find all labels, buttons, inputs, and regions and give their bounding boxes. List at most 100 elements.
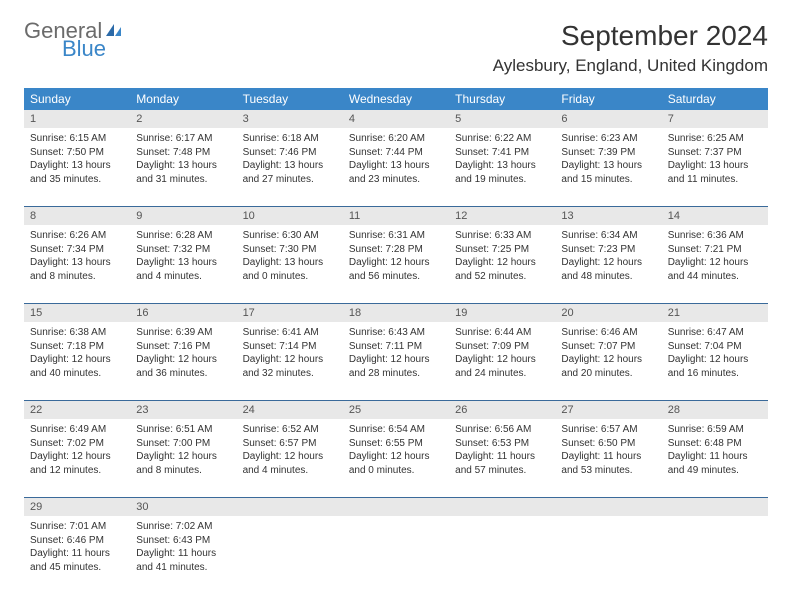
sunrise-text: Sunrise: 7:01 AM: [30, 520, 124, 534]
day-number: 25: [343, 401, 449, 419]
daylight-text: Daylight: 12 hours and 0 minutes.: [349, 450, 443, 477]
day-cell: Sunrise: 6:31 AMSunset: 7:28 PMDaylight:…: [343, 225, 449, 303]
sunset-text: Sunset: 7:16 PM: [136, 340, 230, 354]
day-number: 2: [130, 110, 236, 128]
sunset-text: Sunset: 6:46 PM: [30, 534, 124, 548]
sunset-text: Sunset: 7:46 PM: [243, 146, 337, 160]
day-cell: Sunrise: 6:20 AMSunset: 7:44 PMDaylight:…: [343, 128, 449, 206]
day-number: 5: [449, 110, 555, 128]
daylight-text: Daylight: 11 hours and 45 minutes.: [30, 547, 124, 574]
day-number: 30: [130, 498, 236, 516]
day-details: Sunrise: 6:57 AMSunset: 6:50 PMDaylight:…: [561, 423, 655, 477]
day-number: 9: [130, 207, 236, 225]
sunrise-text: Sunrise: 6:49 AM: [30, 423, 124, 437]
day-details: Sunrise: 6:52 AMSunset: 6:57 PMDaylight:…: [243, 423, 337, 477]
day-details: Sunrise: 6:36 AMSunset: 7:21 PMDaylight:…: [668, 229, 762, 283]
day-details: Sunrise: 6:26 AMSunset: 7:34 PMDaylight:…: [30, 229, 124, 283]
day-cell: Sunrise: 6:51 AMSunset: 7:00 PMDaylight:…: [130, 419, 236, 497]
day-details: Sunrise: 6:54 AMSunset: 6:55 PMDaylight:…: [349, 423, 443, 477]
day-cell: Sunrise: 6:59 AMSunset: 6:48 PMDaylight:…: [662, 419, 768, 497]
day-number: 7: [662, 110, 768, 128]
sunrise-text: Sunrise: 6:43 AM: [349, 326, 443, 340]
day-number: 12: [449, 207, 555, 225]
day-number: 15: [24, 304, 130, 322]
logo-text-blue: Blue: [62, 38, 124, 60]
day-details: Sunrise: 6:28 AMSunset: 7:32 PMDaylight:…: [136, 229, 230, 283]
sunrise-text: Sunrise: 6:23 AM: [561, 132, 655, 146]
daylight-text: Daylight: 11 hours and 49 minutes.: [668, 450, 762, 477]
day-details: Sunrise: 7:02 AMSunset: 6:43 PMDaylight:…: [136, 520, 230, 574]
day-number: 11: [343, 207, 449, 225]
day-number: 14: [662, 207, 768, 225]
weekday-label: Wednesday: [343, 88, 449, 110]
day-cell: Sunrise: 6:15 AMSunset: 7:50 PMDaylight:…: [24, 128, 130, 206]
day-number: [449, 498, 555, 516]
day-details: Sunrise: 6:30 AMSunset: 7:30 PMDaylight:…: [243, 229, 337, 283]
sunrise-text: Sunrise: 6:31 AM: [349, 229, 443, 243]
sunset-text: Sunset: 6:57 PM: [243, 437, 337, 451]
day-number-row: 15161718192021: [24, 304, 768, 322]
day-cell: Sunrise: 6:25 AMSunset: 7:37 PMDaylight:…: [662, 128, 768, 206]
day-cell: Sunrise: 6:33 AMSunset: 7:25 PMDaylight:…: [449, 225, 555, 303]
day-cell: [343, 516, 449, 594]
day-number: [237, 498, 343, 516]
weekday-label: Thursday: [449, 88, 555, 110]
sunset-text: Sunset: 7:39 PM: [561, 146, 655, 160]
daylight-text: Daylight: 12 hours and 48 minutes.: [561, 256, 655, 283]
sunset-text: Sunset: 6:53 PM: [455, 437, 549, 451]
sunrise-text: Sunrise: 6:41 AM: [243, 326, 337, 340]
sunset-text: Sunset: 6:50 PM: [561, 437, 655, 451]
day-cell: Sunrise: 6:46 AMSunset: 7:07 PMDaylight:…: [555, 322, 661, 400]
daylight-text: Daylight: 13 hours and 8 minutes.: [30, 256, 124, 283]
sunrise-text: Sunrise: 6:30 AM: [243, 229, 337, 243]
page-header: General Blue September 2024 Aylesbury, E…: [24, 20, 768, 76]
weekday-label: Tuesday: [237, 88, 343, 110]
day-cell: Sunrise: 6:28 AMSunset: 7:32 PMDaylight:…: [130, 225, 236, 303]
day-details: Sunrise: 6:20 AMSunset: 7:44 PMDaylight:…: [349, 132, 443, 186]
sunrise-text: Sunrise: 6:26 AM: [30, 229, 124, 243]
sunset-text: Sunset: 7:23 PM: [561, 243, 655, 257]
sunrise-text: Sunrise: 6:15 AM: [30, 132, 124, 146]
day-details: Sunrise: 6:22 AMSunset: 7:41 PMDaylight:…: [455, 132, 549, 186]
week-row: Sunrise: 6:49 AMSunset: 7:02 PMDaylight:…: [24, 419, 768, 498]
sunset-text: Sunset: 7:30 PM: [243, 243, 337, 257]
day-cell: Sunrise: 7:01 AMSunset: 6:46 PMDaylight:…: [24, 516, 130, 594]
sunrise-text: Sunrise: 6:52 AM: [243, 423, 337, 437]
day-number: 22: [24, 401, 130, 419]
weekday-label: Friday: [555, 88, 661, 110]
day-number-row: 891011121314: [24, 207, 768, 225]
daylight-text: Daylight: 13 hours and 35 minutes.: [30, 159, 124, 186]
daylight-text: Daylight: 12 hours and 8 minutes.: [136, 450, 230, 477]
sunrise-text: Sunrise: 6:36 AM: [668, 229, 762, 243]
daylight-text: Daylight: 12 hours and 28 minutes.: [349, 353, 443, 380]
location-text: Aylesbury, England, United Kingdom: [493, 56, 768, 76]
day-cell: Sunrise: 6:54 AMSunset: 6:55 PMDaylight:…: [343, 419, 449, 497]
daylight-text: Daylight: 11 hours and 41 minutes.: [136, 547, 230, 574]
day-details: Sunrise: 7:01 AMSunset: 6:46 PMDaylight:…: [30, 520, 124, 574]
sunrise-text: Sunrise: 6:34 AM: [561, 229, 655, 243]
day-details: Sunrise: 6:18 AMSunset: 7:46 PMDaylight:…: [243, 132, 337, 186]
day-details: Sunrise: 6:39 AMSunset: 7:16 PMDaylight:…: [136, 326, 230, 380]
daylight-text: Daylight: 13 hours and 31 minutes.: [136, 159, 230, 186]
day-details: Sunrise: 6:44 AMSunset: 7:09 PMDaylight:…: [455, 326, 549, 380]
day-details: Sunrise: 6:46 AMSunset: 7:07 PMDaylight:…: [561, 326, 655, 380]
daylight-text: Daylight: 12 hours and 32 minutes.: [243, 353, 337, 380]
sunrise-text: Sunrise: 6:39 AM: [136, 326, 230, 340]
sunset-text: Sunset: 7:48 PM: [136, 146, 230, 160]
week-row: Sunrise: 6:15 AMSunset: 7:50 PMDaylight:…: [24, 128, 768, 207]
daylight-text: Daylight: 13 hours and 23 minutes.: [349, 159, 443, 186]
day-details: Sunrise: 6:43 AMSunset: 7:11 PMDaylight:…: [349, 326, 443, 380]
daylight-text: Daylight: 13 hours and 19 minutes.: [455, 159, 549, 186]
daylight-text: Daylight: 12 hours and 40 minutes.: [30, 353, 124, 380]
day-number: 8: [24, 207, 130, 225]
sunrise-text: Sunrise: 6:47 AM: [668, 326, 762, 340]
day-number: 17: [237, 304, 343, 322]
day-details: Sunrise: 6:49 AMSunset: 7:02 PMDaylight:…: [30, 423, 124, 477]
sunrise-text: Sunrise: 6:46 AM: [561, 326, 655, 340]
day-cell: Sunrise: 6:44 AMSunset: 7:09 PMDaylight:…: [449, 322, 555, 400]
day-number-row: 1234567: [24, 110, 768, 128]
sunset-text: Sunset: 7:41 PM: [455, 146, 549, 160]
title-block: September 2024 Aylesbury, England, Unite…: [493, 20, 768, 76]
day-number: 20: [555, 304, 661, 322]
sunrise-text: Sunrise: 6:38 AM: [30, 326, 124, 340]
